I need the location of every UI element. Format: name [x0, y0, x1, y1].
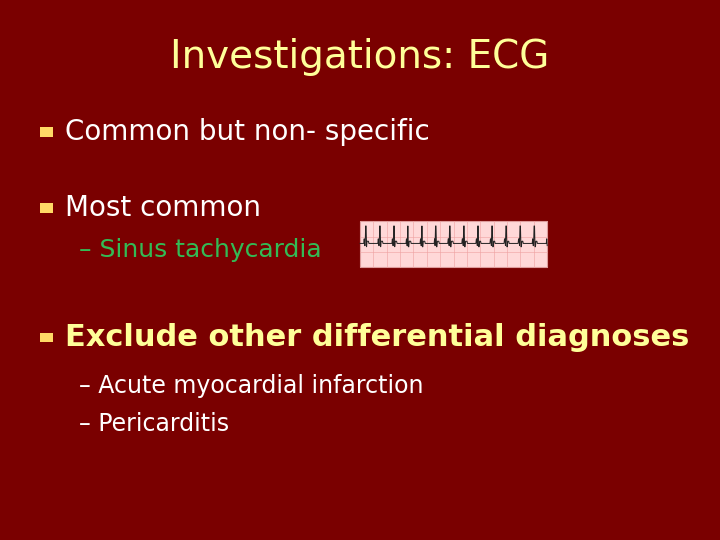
Text: Exclude other differential diagnoses: Exclude other differential diagnoses: [65, 323, 689, 352]
Bar: [360, 221, 547, 267]
Bar: [40, 203, 53, 213]
Text: Investigations: ECG: Investigations: ECG: [171, 38, 549, 76]
Text: – Sinus tachycardia: – Sinus tachycardia: [79, 238, 322, 262]
Text: Common but non- specific: Common but non- specific: [65, 118, 430, 146]
Text: – Acute myocardial infarction: – Acute myocardial infarction: [79, 374, 423, 398]
Text: – Pericarditis: – Pericarditis: [79, 412, 230, 436]
Text: Most common: Most common: [65, 194, 261, 222]
Bar: [40, 127, 53, 137]
Bar: [40, 333, 53, 342]
